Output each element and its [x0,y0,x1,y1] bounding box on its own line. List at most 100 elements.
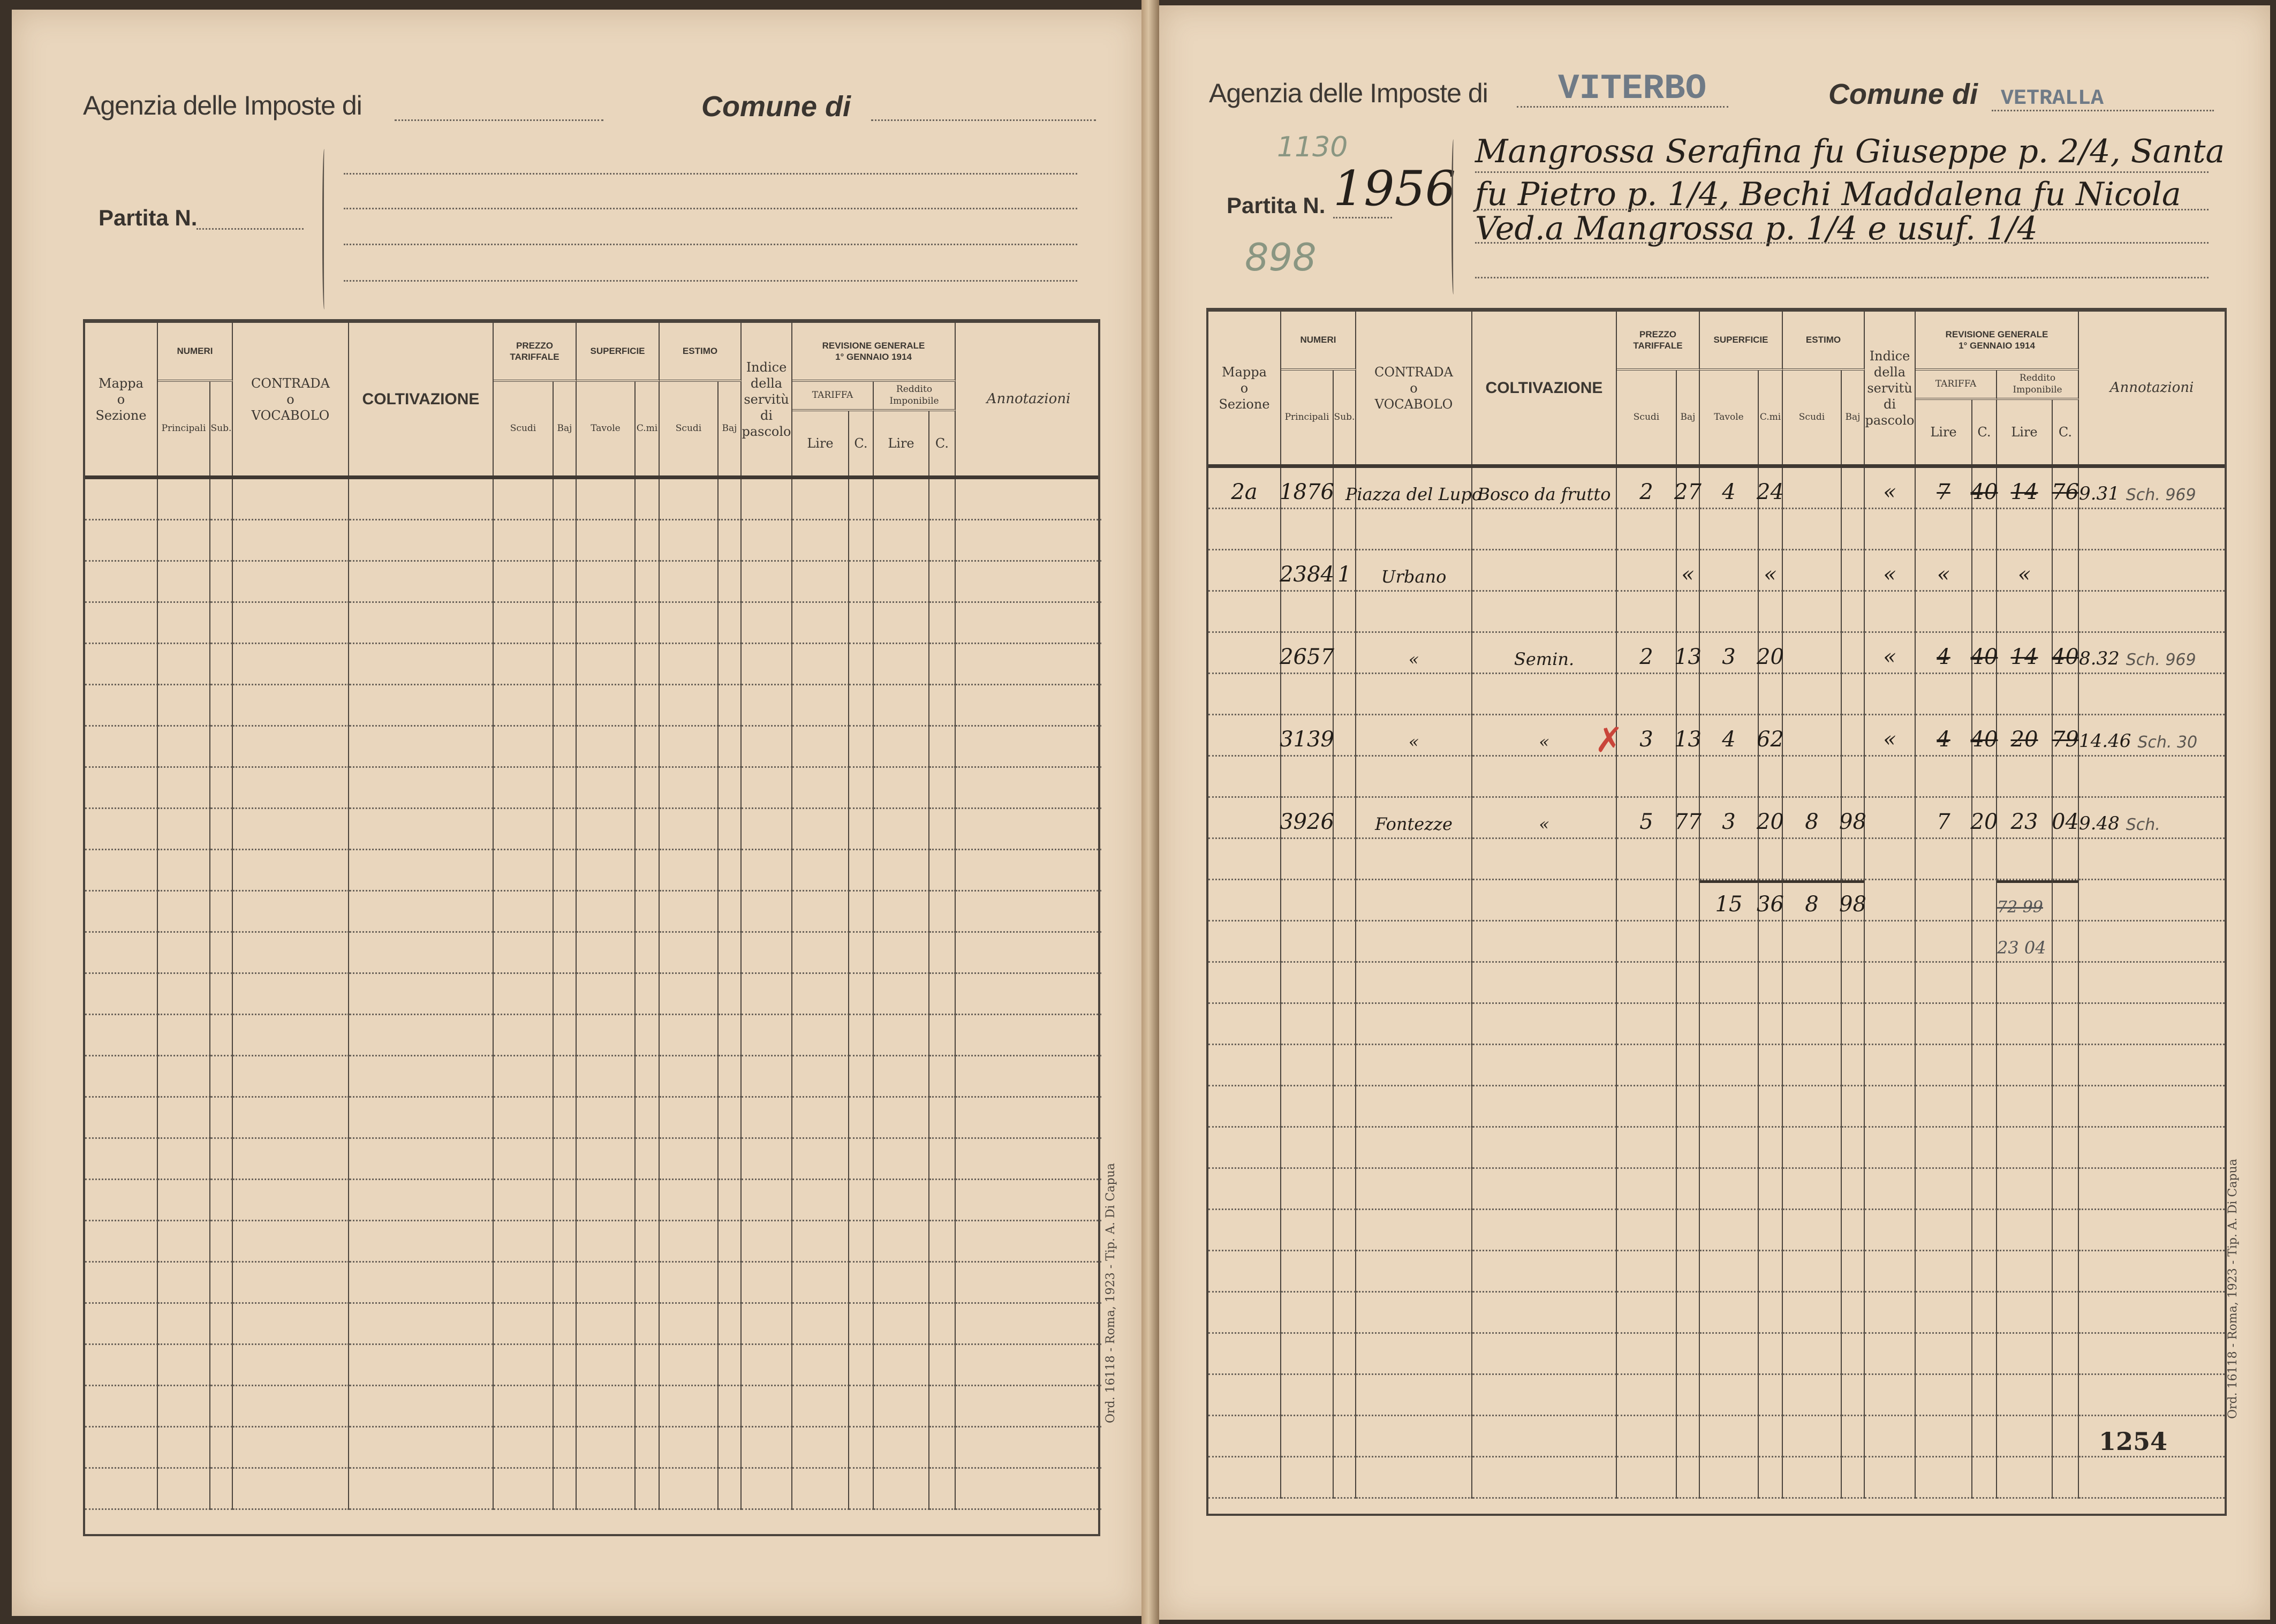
cell-tariffa-lire [792,1304,849,1345]
cell-contrada [1356,1293,1472,1334]
header-indice-text: servitù [1867,380,1912,396]
brace [1451,139,1456,294]
cell-estimo-scudi [1783,468,1842,509]
cell-coltivazione [349,603,494,644]
cell-tariffa-lire [792,974,849,1015]
cell-sup-tavole [577,1469,636,1510]
cell-prezzo-scudi [1617,880,1677,921]
cell-prezzo-baj [554,1386,577,1427]
cell-reddito-lire [1997,1045,2053,1086]
cell-reddito-lire [1997,757,2053,798]
cell-mappa [1208,1045,1281,1086]
cell-estimo-baj [719,974,742,1015]
cell-prezzo-scudi [494,809,554,850]
cell-mappa [85,768,158,809]
cell-sub [210,1015,233,1056]
cell-coltivazione [349,1469,494,1510]
cell-coltivazione [1472,1045,1617,1086]
cell-estimo-baj [719,603,742,644]
total-reddito-old: 72 99 [1997,898,2043,917]
cell-contrada [233,892,349,933]
cell-principali [158,1180,210,1221]
cell-tariffa-c [1972,1086,1997,1128]
page-number: 1254 [2099,1427,2168,1456]
cell-annotazione [956,892,1101,933]
header-mappa-text: Mappa [1222,364,1267,380]
cell-sup-tavole [1700,1169,1759,1210]
entry-principali: 3926 [1280,810,1334,834]
header-baj-text: Baj [722,422,737,434]
cell-contrada [233,1304,349,1345]
cell-sub [1334,1293,1356,1334]
cell-tariffa-lire [792,1263,849,1304]
cell-sup-cmi [636,974,660,1015]
cell-prezzo-baj: 13 [1674,633,1702,674]
cell-prezzo-scudi [494,685,554,727]
cell-tariffa-lire [792,892,849,933]
cell-estimo-baj [719,479,742,520]
header-numeri-text: NUMERI [1300,335,1336,345]
header-contrada-text: CONTRADA [251,375,330,391]
partita-label: Partita N. [1227,193,1326,218]
cell-tariffa-lire: 7 [1916,798,1972,839]
owner-line [344,244,1077,245]
cell-prezzo-baj [554,479,577,520]
header-scudi: Scudi [1783,371,1842,464]
cell-indice [742,1263,792,1304]
table-row [85,1263,1101,1304]
cell-estimo-scudi [660,479,719,520]
cell-sup-tavole [577,850,636,892]
cell-estimo-scudi [660,892,719,933]
cell-prezzo-scudi [494,1221,554,1263]
cell-coltivazione [349,809,494,850]
cell-tariffa-lire [1916,921,1972,963]
cell-indice [742,603,792,644]
cell-mappa [85,1056,158,1098]
cell-contrada [233,1386,349,1427]
cell-sub [210,727,233,768]
cell-sup-tavole [1700,592,1759,633]
table-row [1208,1086,2225,1128]
cell-estimo-baj [1842,963,1865,1004]
cell-prezzo-scudi [494,727,554,768]
cell-indice [1865,1457,1916,1499]
cell-coltivazione [349,644,494,685]
cell-tariffa-c [849,562,874,603]
cell-reddito-lire [874,809,929,850]
cell-tariffa-lire [792,727,849,768]
header-lire-text: Lire [888,436,914,451]
table-row [85,1427,1101,1469]
cell-reddito-c [929,1015,956,1056]
cell-reddito-c [2053,1086,2079,1128]
cell-coltivazione [1472,921,1617,963]
cell-contrada [233,727,349,768]
cell-estimo-scudi [1783,633,1842,674]
cell-reddito-c [929,727,956,768]
header-indice-text: della [1873,364,1906,380]
table-row [85,479,1101,520]
cell-estimo-baj [719,1139,742,1180]
cell-sub [1334,963,1356,1004]
cell-reddito-c [929,520,956,562]
left-page: Agenzia delle Imposte di Comune di Parti… [12,10,1141,1616]
cell-annotazione [2079,1128,2225,1169]
cell-prezzo-scudi [494,1427,554,1469]
header-reddito-text: Reddito Imponibile [2013,373,2062,395]
cell-coltivazione: Semin. [1472,633,1617,674]
cell-annotazione [956,727,1101,768]
cell-tariffa-c [849,974,874,1015]
table-body [85,479,1101,1510]
cell-indice [742,479,792,520]
cell-reddito-lire [1997,509,2053,550]
cell-mappa [85,685,158,727]
cell-estimo-baj [1842,674,1865,715]
cell-tariffa-lire [1916,1293,1972,1334]
cell-tariffa-c [849,479,874,520]
cell-reddito-c [929,1469,956,1510]
header-revisione-text: REVISIONE GENERALE [822,340,925,351]
cell-principali [158,974,210,1015]
cell-tariffa-c [1972,1004,1997,1045]
header-principali-text: Principali [1284,411,1329,422]
revised-reddito: 14.46 [2079,730,2131,752]
cell-tariffa-lire: 4 [1916,633,1972,674]
